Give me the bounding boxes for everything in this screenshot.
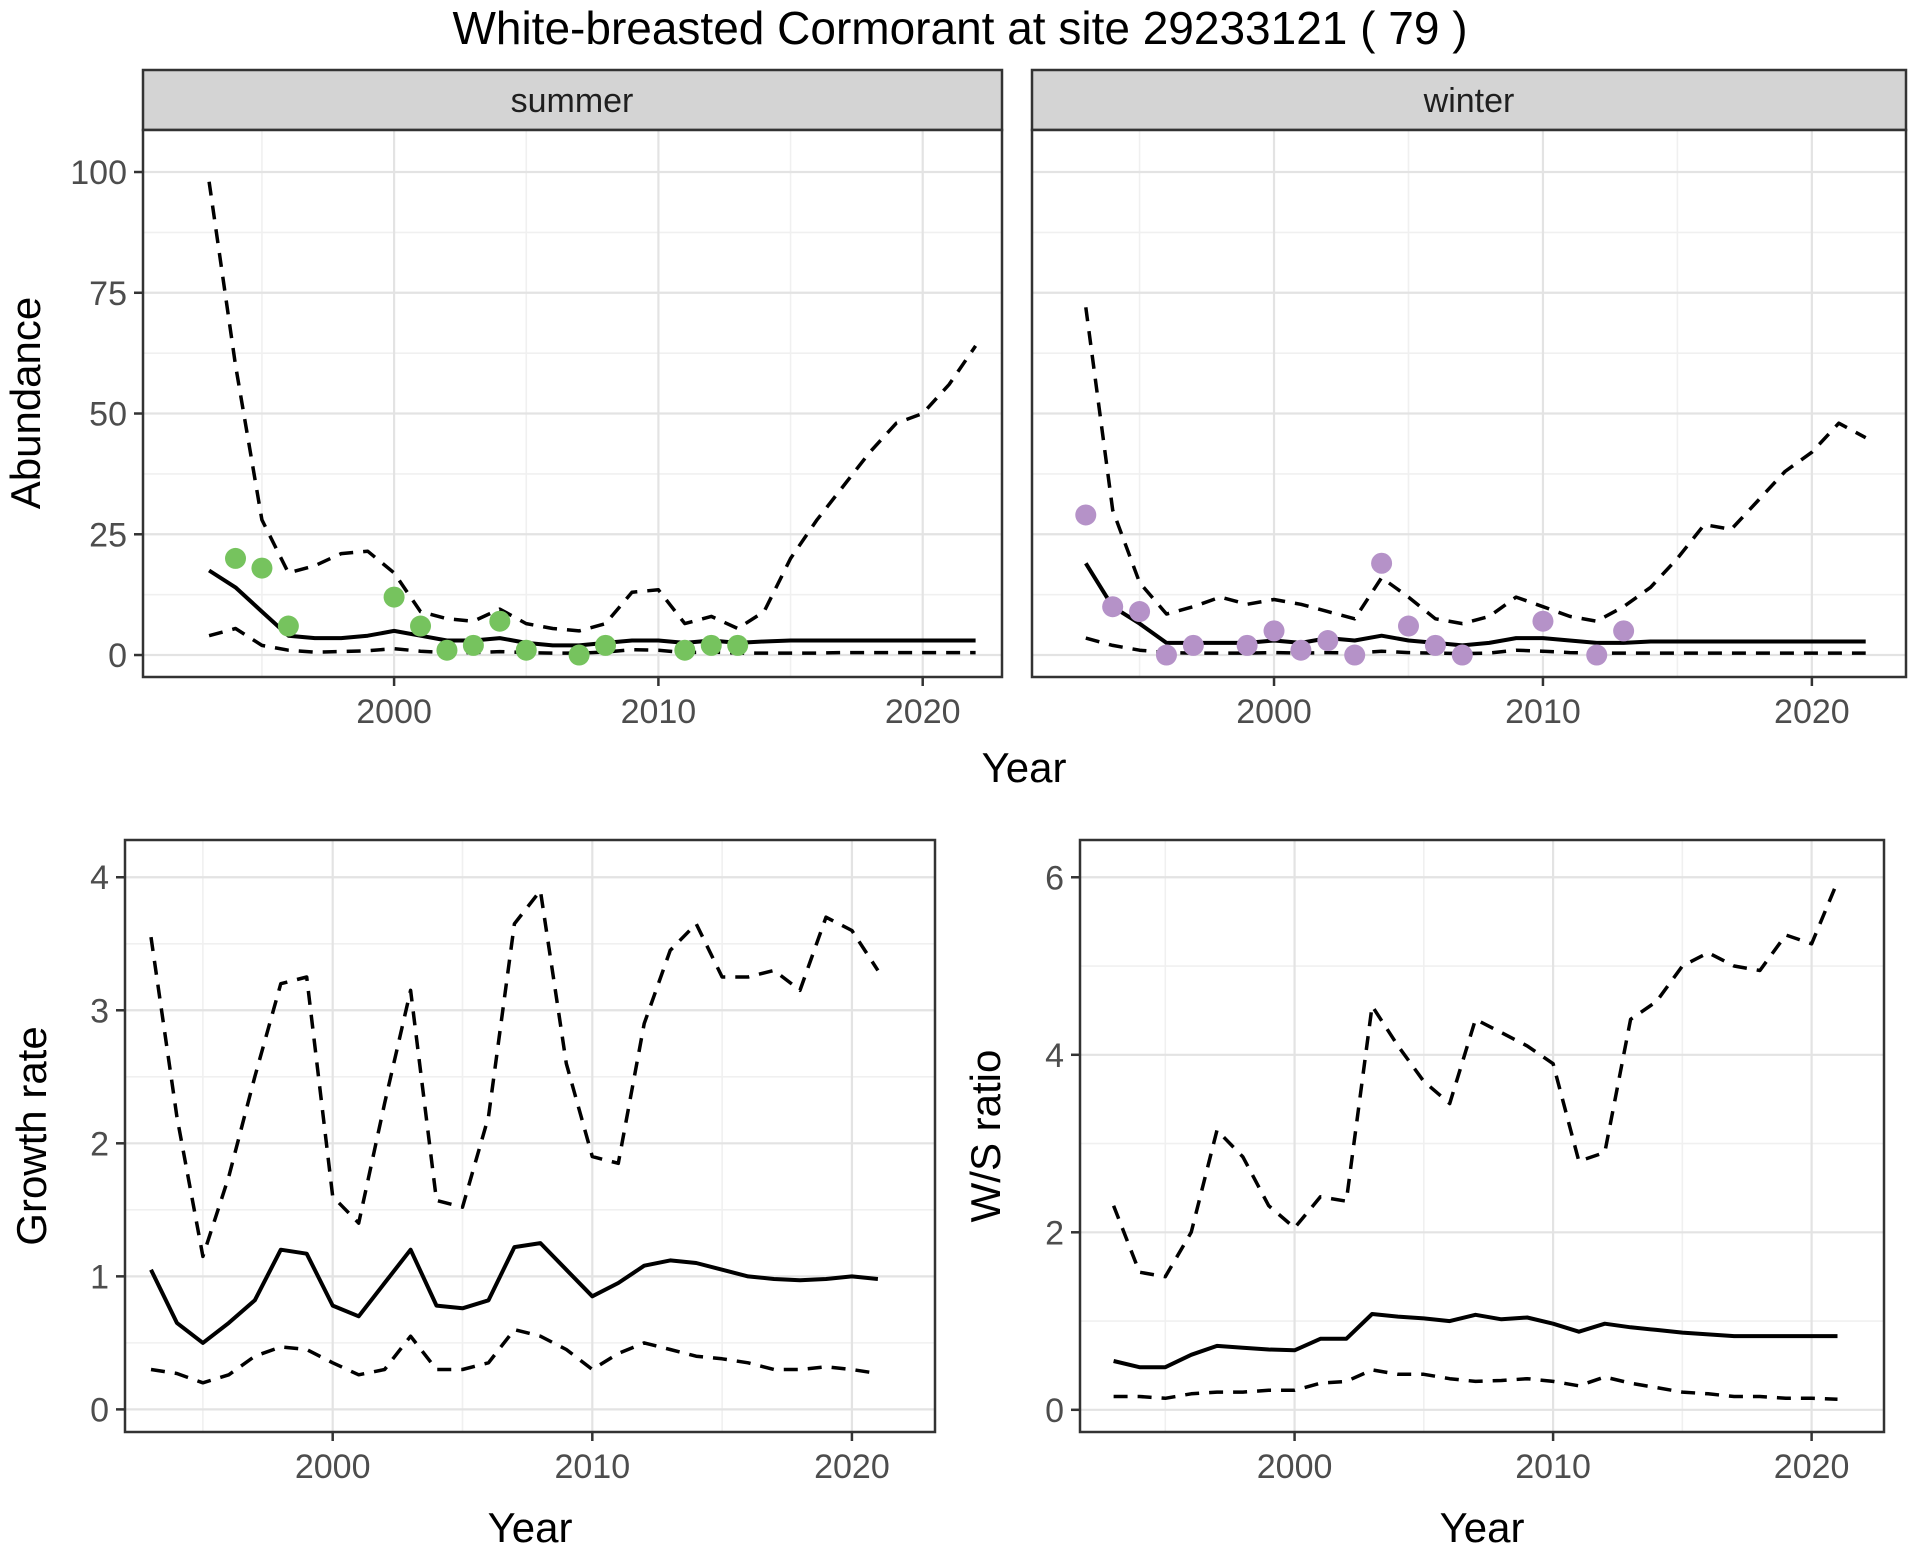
y-tick-label: 4 <box>1045 1037 1064 1075</box>
data-point-summer <box>489 610 511 632</box>
data-point-winter <box>1397 615 1419 637</box>
data-point-summer <box>700 634 722 656</box>
facet-strip-winter-label: winter <box>1423 82 1515 120</box>
panel-ws-ratio: 2000 2010 2020 0 2 4 6 <box>1045 838 1886 1486</box>
data-point-summer <box>251 557 273 579</box>
median-line <box>1113 1312 1838 1370</box>
panel-background <box>125 840 935 1432</box>
panel-background <box>1032 130 1906 677</box>
data-point-winter <box>1424 634 1446 656</box>
x-tick-label: 2000 <box>356 693 432 731</box>
median-line <box>1084 562 1866 648</box>
upper_ci-line <box>149 888 880 1259</box>
y-tick-label: 25 <box>89 516 127 554</box>
data-point-summer <box>225 547 247 569</box>
data-point-winter <box>1371 552 1393 574</box>
panel-border <box>123 838 937 1434</box>
y-tick-label: 100 <box>70 154 127 192</box>
y-tick-label: 4 <box>90 859 109 897</box>
upper_ci-line <box>207 181 978 633</box>
chart-title: White-breasted Cormorant at site 2923312… <box>452 2 1467 54</box>
data-point-summer <box>383 586 405 608</box>
data-point-summer <box>410 615 432 637</box>
lower_ci-line <box>150 1327 879 1385</box>
x-tick-label: 2020 <box>1774 1448 1850 1486</box>
data-point-winter <box>1075 504 1097 526</box>
lower_ci-line <box>1085 636 1866 656</box>
y-tick-label: 75 <box>89 275 127 313</box>
data-point-summer <box>436 639 458 661</box>
ws-x-axis-title: Year <box>1440 1504 1525 1551</box>
x-tick-label: 2020 <box>1774 693 1850 731</box>
x-tick-label: 2020 <box>814 1448 890 1486</box>
y-tick-label: 0 <box>90 1391 109 1429</box>
growth-y-axis-title: Growth rate <box>8 1026 55 1245</box>
ws-y-axis-title: W/S ratio <box>962 1050 1009 1223</box>
y-tick-label: 3 <box>90 992 109 1030</box>
y-tick-label: 0 <box>1045 1392 1064 1430</box>
x-tick-label: 2020 <box>885 693 961 731</box>
y-tick-label: 0 <box>108 637 127 675</box>
data-point-winter <box>1102 596 1124 618</box>
panel-border <box>141 128 1004 679</box>
data-point-summer <box>462 634 484 656</box>
data-point-summer <box>568 644 590 666</box>
x-tick-label: 2010 <box>621 693 697 731</box>
panel-growth-rate: 2000 2010 2020 0 1 2 3 4 <box>90 838 937 1486</box>
y-tick-label: 2 <box>1045 1214 1064 1252</box>
data-point-winter <box>1290 639 1312 661</box>
x-tick-label: 2000 <box>1257 1448 1333 1486</box>
panel-border <box>1078 838 1886 1434</box>
upper_ci-line <box>1084 307 1867 626</box>
lower_ci-line <box>208 626 976 655</box>
data-point-winter <box>1129 601 1151 623</box>
data-point-summer <box>277 615 299 637</box>
panel-background <box>1080 840 1884 1432</box>
upper_ci-line <box>1111 881 1840 1279</box>
median-line <box>149 1241 879 1345</box>
abundance-y-axis-title: Abundance <box>2 297 49 510</box>
facet-strip-summer <box>141 68 1004 132</box>
data-point-winter <box>1451 644 1473 666</box>
x-tick-label: 2010 <box>554 1448 630 1486</box>
panel-abundance-winter: 2000 2010 2020 <box>1030 128 1908 731</box>
y-tick-label: 2 <box>90 1125 109 1163</box>
data-point-winter <box>1586 644 1608 666</box>
y-tick-label: 1 <box>90 1258 109 1296</box>
data-point-winter <box>1155 644 1177 666</box>
data-point-winter <box>1344 644 1366 666</box>
facet-strip-summer-label: summer <box>511 82 634 120</box>
data-point-winter <box>1532 610 1554 632</box>
data-point-summer <box>727 634 749 656</box>
data-point-summer <box>674 639 696 661</box>
panel-abundance-summer: 2000 2010 2020 0 25 50 75 100 <box>70 128 1004 731</box>
lower_ci-line <box>1113 1368 1838 1401</box>
data-point-winter <box>1317 630 1339 652</box>
y-tick-label: 6 <box>1045 859 1064 897</box>
data-point-summer <box>515 639 537 661</box>
data-point-winter <box>1263 620 1285 642</box>
panel-border <box>1030 128 1908 679</box>
growth-x-axis-title: Year <box>488 1504 573 1551</box>
data-point-winter <box>1236 634 1258 656</box>
data-point-winter <box>1613 620 1635 642</box>
panel-background <box>143 130 1002 677</box>
facet-strip-winter <box>1030 68 1908 132</box>
x-tick-label: 2000 <box>1236 693 1312 731</box>
median-line <box>208 568 976 648</box>
data-point-winter <box>1182 634 1204 656</box>
x-tick-label: 2010 <box>1515 1448 1591 1486</box>
y-tick-label: 50 <box>89 396 127 434</box>
x-tick-label: 2000 <box>295 1448 371 1486</box>
abundance-x-axis-title: Year <box>982 744 1067 791</box>
x-tick-label: 2010 <box>1505 693 1581 731</box>
data-point-summer <box>595 634 617 656</box>
